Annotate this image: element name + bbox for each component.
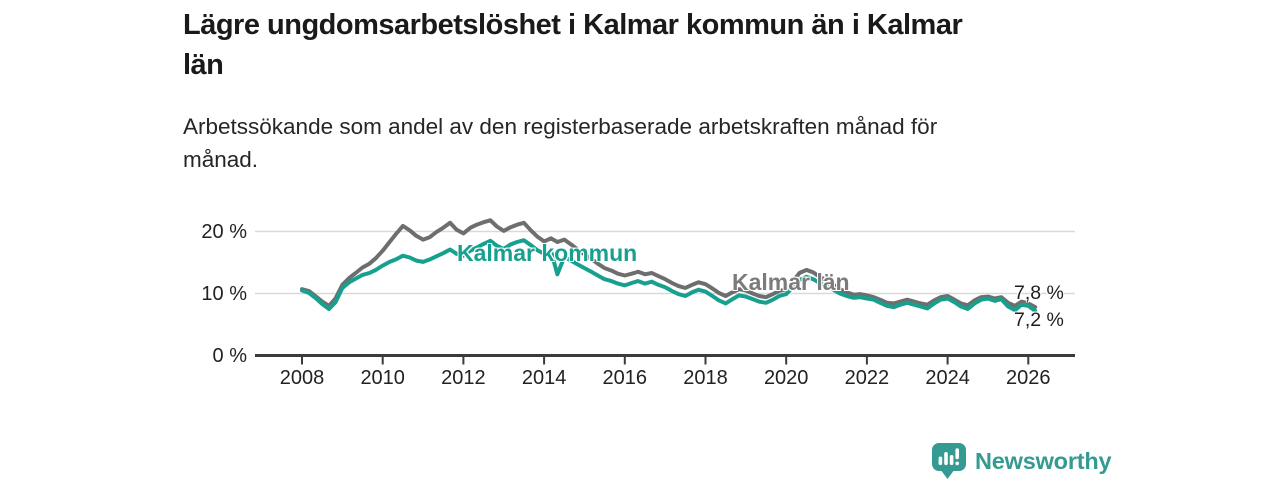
x-tick-label-2016: 2016 [602,367,648,389]
x-tick-label-2014: 2014 [521,367,567,389]
y-tick-label-20: 20 % [201,220,247,243]
chart-subtitle-line1: Arbetssökande som andel av den registerb… [183,114,938,139]
y-tick-label-10: 10 % [201,282,247,305]
x-tick-label-2008: 2008 [279,367,325,389]
x-tick-label-2020: 2020 [763,367,809,389]
chart-subtitle: Arbetssökande som andel av den registerb… [183,110,1083,176]
series-label-kalmar-lan: Kalmar län [732,269,850,295]
x-tick-label-2024: 2024 [925,367,970,389]
end-value-label-kalmar-kommun: 7,2 % [1014,309,1064,331]
end-value-label-kalmar-lan: 7,8 % [1014,282,1064,304]
x-tick-label-2018: 2018 [683,367,728,389]
newsworthy-logo-text: Newsworthy [975,447,1112,474]
chart-title: Lägre ungdomsarbetslöshet i Kalmar kommu… [183,5,1143,85]
series-label-kalmar-kommun: Kalmar kommun [457,240,638,266]
chart-title-line1: Lägre ungdomsarbetslöshet i Kalmar kommu… [183,9,963,41]
x-tick-label-2010: 2010 [360,367,405,389]
chart-title-line2: län [183,49,224,81]
series-line-kalmar-lan [300,218,1038,310]
chart-subtitle-line2: månad. [183,147,259,172]
x-tick-label-2022: 2022 [844,367,890,389]
newsworthy-logo[interactable]: Newsworthy [932,443,1112,479]
newsworthy-logo-icon [932,443,966,479]
x-tick-label-2012: 2012 [441,367,486,389]
y-tick-label-0: 0 % [212,344,247,367]
series-line-kalmar-kommun [300,238,1038,313]
x-tick-label-2026: 2026 [1006,367,1051,389]
